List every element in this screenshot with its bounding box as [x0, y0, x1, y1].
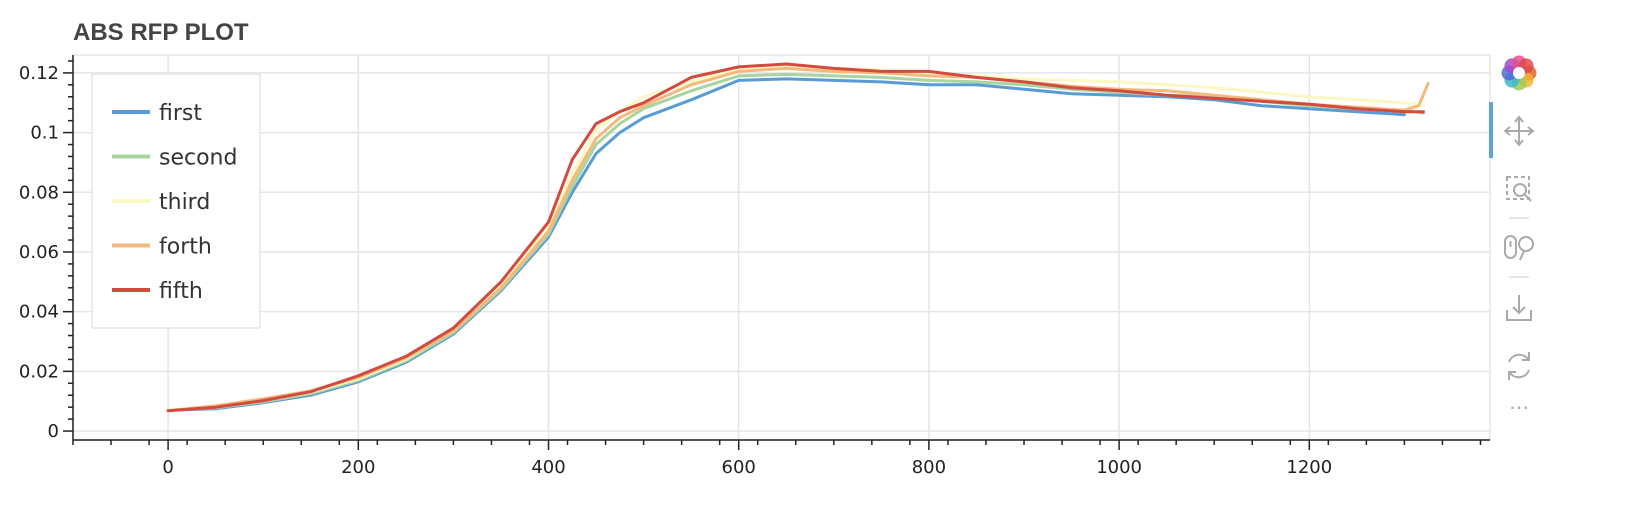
grid-layer: [72, 54, 1491, 441]
series-line-third: [166, 63, 1425, 412]
more-icon[interactable]: ⋯: [1509, 395, 1529, 419]
box-zoom-icon[interactable]: [1506, 176, 1532, 219]
series-line-first: [166, 77, 1406, 412]
series-layer: [166, 62, 1430, 413]
x-tick-label: 800: [912, 457, 946, 478]
x-tick-label: 0: [162, 457, 173, 478]
series-line-forth: [166, 66, 1430, 413]
x-tick-label: 600: [722, 457, 756, 478]
active-tool-indicator: [1489, 102, 1493, 158]
pan-icon[interactable]: [1503, 115, 1535, 147]
bokeh-logo-icon[interactable]: [1501, 55, 1537, 91]
y-tick-label: 0.06: [19, 242, 59, 263]
legend-label-fifth: fifth: [159, 279, 203, 304]
legend: first second third forth fifth: [91, 73, 261, 329]
reset-icon[interactable]: [1508, 352, 1530, 380]
series-line-second: [166, 72, 1425, 412]
y-tick-label: 0.1: [30, 123, 59, 144]
y-tick-label: 0.04: [19, 302, 59, 323]
wheel-zoom-icon[interactable]: [1504, 235, 1534, 278]
x-tick-label: 200: [341, 457, 375, 478]
y-tick-label: 0.08: [19, 182, 59, 203]
plot-frame: [72, 54, 1491, 441]
x-tick-label: 400: [531, 457, 565, 478]
legend-label-second: second: [159, 146, 237, 171]
y-tick-label: 0.12: [19, 63, 59, 84]
y-tick-label: 0.02: [19, 361, 59, 382]
x-tick-label: 1000: [1096, 457, 1142, 478]
legend-label-first: first: [159, 101, 202, 126]
legend-label-forth: forth: [159, 235, 212, 260]
x-tick-label: 1200: [1286, 457, 1332, 478]
chart-title: ABS RFP PLOT: [73, 19, 249, 46]
toolbar: ⋯: [1489, 55, 1537, 419]
legend-label-third: third: [159, 190, 210, 215]
axes-layer: 0 200 400 600 800 1000 1200 0 0.02 0.04 0.06 0.08 0.…: [19, 55, 1490, 478]
series-line-fifth: [166, 62, 1425, 413]
save-icon[interactable]: [1506, 295, 1532, 321]
y-tick-label: 0: [48, 421, 59, 442]
